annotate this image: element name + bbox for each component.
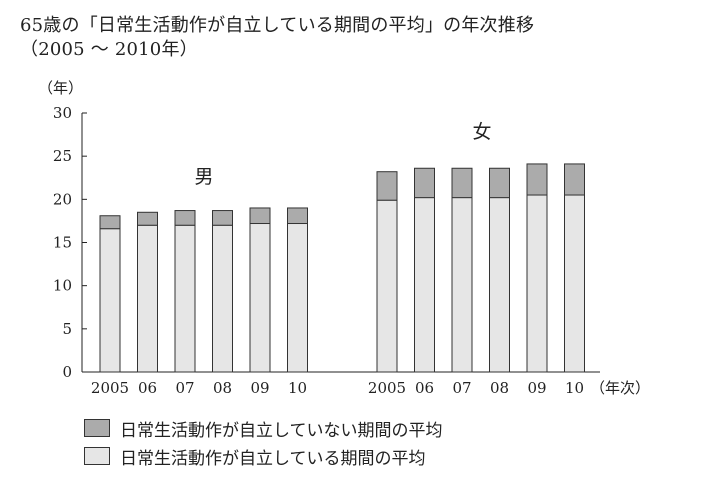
group-label: 男 [194,166,213,188]
chart-title-line-1: 65歳の「日常生活動作が自立している期間の平均」の年次推移 [20,15,535,36]
chart-title: 65歳の「日常生活動作が自立している期間の平均」の年次推移 （2005 〜 20… [20,14,534,62]
bar-independent [137,224,158,373]
bar-independent [414,197,435,373]
y-tick-label: 20 [53,190,72,208]
bar-dependent [212,210,233,226]
bar-independent [526,194,548,373]
bar-dependent [451,167,473,199]
bar-dependent [564,163,585,196]
bar-dependent [287,207,308,225]
x-tick-label: 06 [138,379,157,397]
x-tick-label: 10 [565,379,584,397]
y-axis-unit-label: （年） [38,79,83,97]
chart-labels: 0 5 10 15 20 25 30 （年） 2005 06 07 08 09 10 男 2005 06 07 08… [38,79,650,397]
legend-label-independent: 日常生活動作が自立している期間の平均 [120,448,426,469]
x-tick-label: 07 [175,379,194,397]
bar-dependent [249,207,271,225]
bar-independent [212,224,233,373]
bar-independent [249,223,271,373]
x-tick-label: 2005 [368,379,406,397]
y-tick-label: 0 [62,363,72,381]
legend: 日常生活動作が自立していない期間の平均 日常生活動作が自立している期間の平均 [84,416,443,472]
bar-independent [489,197,510,373]
x-tick-label: 07 [452,379,471,397]
x-tick-label: 08 [490,379,509,397]
x-tick-label: 2005 [91,379,129,397]
legend-item-dependent: 日常生活動作が自立していない期間の平均 [84,416,443,441]
x-tick-label: 08 [213,379,232,397]
bar-dependent [137,211,158,226]
bar-independent [451,197,473,373]
bar-independent [376,199,398,373]
y-tick-label: 5 [62,320,72,338]
legend-label-dependent: 日常生活動作が自立していない期間の平均 [120,420,443,441]
chart-axes [81,112,600,373]
bar-independent [287,223,308,373]
bar-dependent [174,210,196,226]
y-tick-label: 15 [53,234,72,252]
legend-swatch-independent [84,447,110,465]
legend-swatch-dependent [84,419,110,437]
bar-dependent [489,167,510,199]
bar-independent [174,224,196,373]
legend-item-independent: 日常生活動作が自立している期間の平均 [84,444,443,469]
group-label: 女 [472,121,491,143]
bar-dependent [526,163,548,196]
x-tick-label: 10 [288,379,307,397]
chart-bars [99,163,585,373]
x-axis-unit-label: （年次） [590,379,650,397]
bar-independent [99,228,121,373]
x-tick-label: 06 [415,379,434,397]
bar-dependent [376,171,398,201]
bar-dependent [99,215,121,230]
y-tick-label: 30 [53,104,72,122]
bar-dependent [414,167,435,199]
y-tick-label: 25 [53,147,72,165]
y-tick-label: 10 [53,277,72,295]
x-tick-label: 09 [250,379,269,397]
bar-independent [564,194,585,373]
x-tick-label: 09 [527,379,546,397]
chart-title-line-2: （2005 〜 2010年） [20,39,198,60]
